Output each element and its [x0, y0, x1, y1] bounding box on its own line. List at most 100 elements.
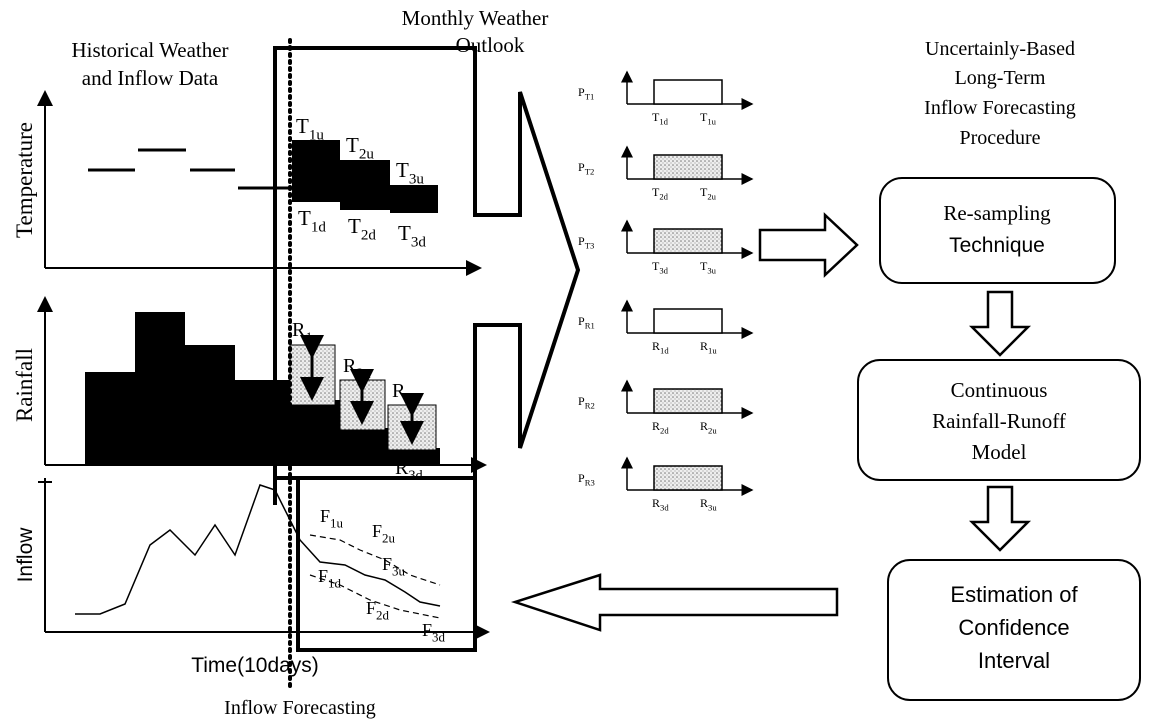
panel-box: [653, 154, 723, 180]
sub-label: R1u: [700, 339, 717, 356]
label-sub: 2d: [660, 426, 669, 436]
step-text: Estimation of: [950, 582, 1078, 607]
inflow-upper: [309, 534, 441, 586]
step-text: Technique: [949, 234, 1045, 257]
step-text: Rainfall-Runoff: [932, 409, 1066, 433]
label-sub: T2: [585, 167, 595, 177]
title: Monthly Weather: [402, 6, 549, 30]
step-text: Interval: [978, 648, 1050, 673]
label-main: F: [318, 566, 328, 586]
step-box: [887, 559, 1141, 701]
title: Outlook: [456, 33, 525, 57]
label-main: P: [578, 471, 585, 485]
label-sub: T3: [585, 241, 595, 251]
label-sub: 2d: [361, 227, 377, 243]
arrow-left: [510, 573, 839, 632]
label-sub: 3d: [432, 629, 445, 644]
label-sub: 3d: [660, 503, 669, 513]
label-sub: 1d: [659, 117, 668, 127]
sub-label: T2d: [652, 185, 669, 202]
sub-label: T3u: [396, 158, 424, 187]
range-arrows: [300, 335, 424, 445]
label-sub: 2u: [707, 192, 716, 202]
sub-label: F2u: [372, 521, 395, 545]
label-main: R: [700, 339, 708, 353]
label-main: R: [292, 319, 306, 341]
label-main: P: [578, 394, 585, 408]
sub-label: T1u: [296, 114, 324, 143]
step-text: Model: [972, 440, 1027, 464]
sub-label: R3u: [392, 380, 420, 407]
label-main: R: [700, 496, 708, 510]
label-sub: 1u: [309, 127, 325, 143]
label-main: T: [398, 221, 411, 245]
label-sub: R3: [585, 478, 595, 488]
step-text: Continuous: [951, 378, 1048, 402]
sub-label: F1d: [318, 566, 341, 590]
label-sub: R1: [585, 321, 595, 331]
title: Inflow Forecasting: [924, 97, 1076, 119]
label-sub: 3d: [408, 468, 423, 484]
arrow-down: [968, 290, 1032, 357]
sub-label: PR1: [578, 314, 595, 331]
title: Procedure: [959, 127, 1040, 149]
label-main: F: [366, 598, 376, 618]
label-main: T: [700, 110, 708, 124]
label-main: T: [700, 259, 708, 273]
historical-temperature: [88, 148, 292, 190]
forecast-temperature: [292, 140, 438, 213]
step-text: Re-sampling: [943, 201, 1051, 225]
label-sub: 1u: [305, 330, 319, 346]
sub-label: PR3: [578, 471, 595, 488]
label-main: F: [382, 554, 392, 574]
sub-label: T3d: [652, 259, 669, 276]
temperature-axes: [37, 90, 482, 276]
label-sub: 3u: [707, 266, 716, 276]
sub-label: F1u: [320, 506, 343, 530]
label-sub: 2u: [382, 530, 395, 545]
sub-label: R2d: [652, 419, 669, 436]
sub-label: PT3: [578, 234, 594, 251]
label-main: R: [343, 355, 357, 377]
label-sub: 2d: [659, 192, 668, 202]
label-sub: 3d: [659, 266, 668, 276]
axis-label: Inflow Forecasting: [224, 697, 376, 719]
axis-label: Rainfall: [12, 348, 37, 422]
label-sub: 2u: [708, 426, 717, 436]
label-main: T: [346, 133, 359, 157]
label-sub: 2u: [356, 366, 370, 382]
sub-label: T2u: [700, 185, 717, 202]
axis-label: Inflow: [14, 527, 37, 583]
sub-label: F3u: [382, 554, 405, 578]
label-main: T: [296, 114, 309, 138]
title: and Inflow Data: [82, 66, 219, 90]
label-sub: 2d: [376, 607, 389, 622]
panel-box: [653, 388, 723, 414]
label-main: R: [395, 457, 409, 479]
sub-label: R1d: [652, 339, 669, 356]
sub-label: PR2: [578, 394, 595, 411]
title: Long-Term: [955, 67, 1046, 89]
inflow-axes: [38, 478, 490, 640]
step-box: [857, 359, 1141, 481]
sub-label: PT1: [578, 85, 594, 102]
sub-label: T1u: [700, 110, 717, 127]
sub-label: R3d: [652, 496, 669, 513]
sub-label: R3u: [700, 496, 717, 513]
label-main: R: [700, 419, 708, 433]
sub-label: T2d: [348, 214, 376, 243]
label-sub: 1d: [328, 575, 341, 590]
sub-label: T1d: [298, 206, 326, 235]
label-sub: 3u: [405, 391, 419, 407]
label-main: R: [652, 419, 660, 433]
inflow-curve: [75, 484, 441, 615]
sub-label: R2u: [343, 355, 371, 382]
sub-label: T1d: [652, 110, 669, 127]
label-main: T: [396, 158, 409, 182]
inflow-lower: [309, 574, 441, 619]
panel-box: [653, 465, 723, 491]
label-main: R: [392, 380, 406, 402]
label-sub: 1u: [707, 117, 716, 127]
title: Uncertainly-Based: [925, 38, 1075, 60]
panel-box: [653, 79, 723, 105]
